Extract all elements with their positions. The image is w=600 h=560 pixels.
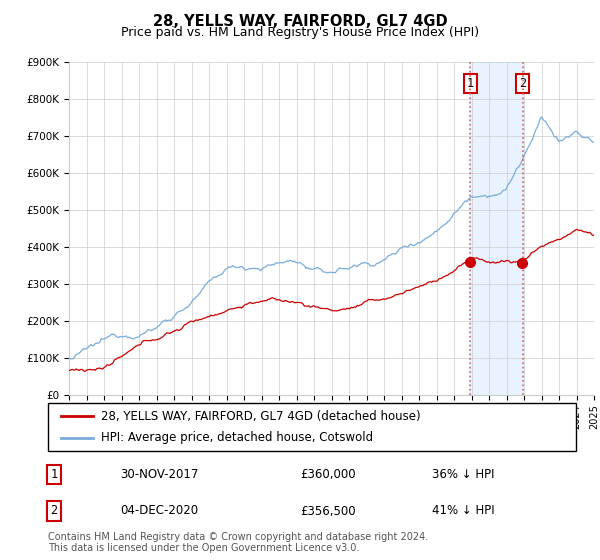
Text: 04-DEC-2020: 04-DEC-2020 — [120, 505, 198, 517]
Text: HPI: Average price, detached house, Cotswold: HPI: Average price, detached house, Cots… — [101, 431, 373, 445]
Text: £356,500: £356,500 — [300, 505, 356, 517]
Text: 2: 2 — [519, 77, 526, 90]
Text: 36% ↓ HPI: 36% ↓ HPI — [432, 468, 494, 481]
Text: 2: 2 — [50, 505, 58, 517]
Text: 30-NOV-2017: 30-NOV-2017 — [120, 468, 199, 481]
Text: 28, YELLS WAY, FAIRFORD, GL7 4GD: 28, YELLS WAY, FAIRFORD, GL7 4GD — [152, 14, 448, 29]
Text: Contains HM Land Registry data © Crown copyright and database right 2024.
This d: Contains HM Land Registry data © Crown c… — [48, 531, 428, 553]
Text: Price paid vs. HM Land Registry's House Price Index (HPI): Price paid vs. HM Land Registry's House … — [121, 26, 479, 39]
Text: 41% ↓ HPI: 41% ↓ HPI — [432, 505, 494, 517]
Text: 1: 1 — [467, 77, 473, 90]
Text: £360,000: £360,000 — [300, 468, 356, 481]
FancyBboxPatch shape — [48, 403, 576, 451]
Text: 1: 1 — [50, 468, 58, 481]
Text: 28, YELLS WAY, FAIRFORD, GL7 4GD (detached house): 28, YELLS WAY, FAIRFORD, GL7 4GD (detach… — [101, 409, 421, 423]
Bar — [470, 62, 523, 395]
